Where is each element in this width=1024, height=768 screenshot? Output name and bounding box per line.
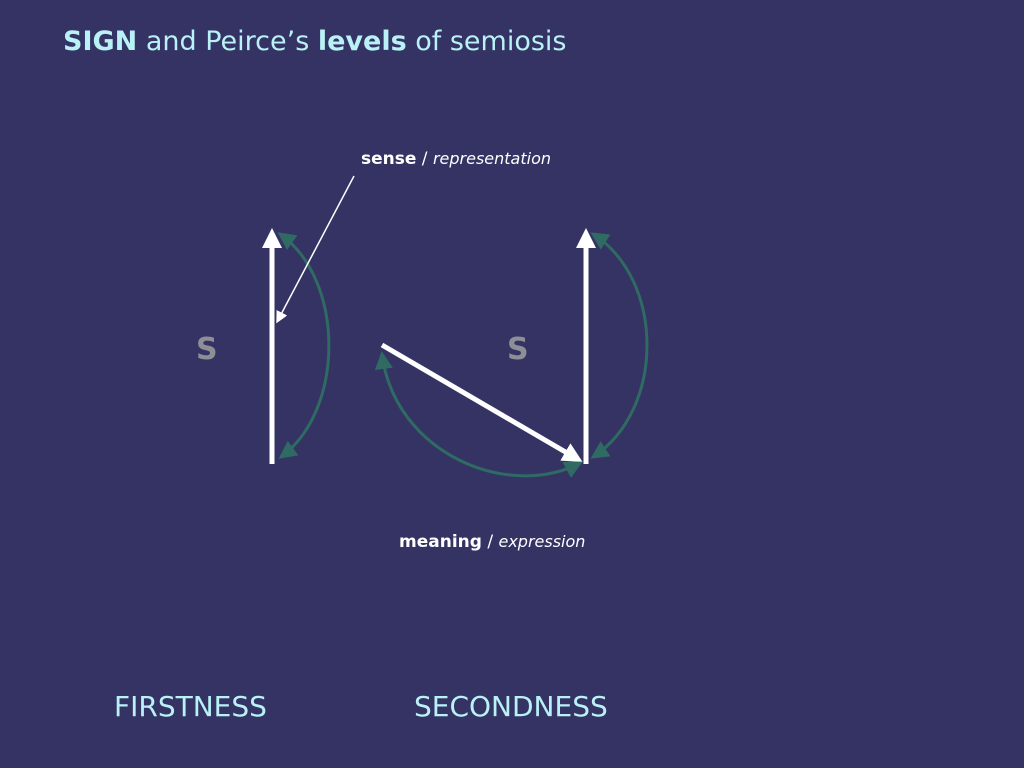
title-levels: levels [317, 26, 407, 57]
firstness-label: FIRSTNESS [114, 690, 267, 723]
secondness-bottom-curve [375, 351, 583, 478]
s-letter-left: S [196, 332, 218, 367]
secondness-diagonal-arrow [380, 342, 583, 463]
sense-label: sense / representation [361, 149, 551, 169]
title-part1: and Peirce’s [137, 26, 318, 57]
representation-text: representation [432, 149, 551, 168]
secondness-right-curve [590, 232, 649, 459]
sense-separator: / [416, 149, 433, 169]
title-sign: SIGN [63, 26, 138, 57]
secondness-label: SECONDNESS [414, 690, 608, 723]
sense-pointer [276, 175, 355, 324]
meaning-text: meaning [399, 532, 482, 552]
s-letter-right: S [507, 332, 529, 367]
title-part2: of semiosis [406, 26, 567, 57]
meaning-label: meaning / expression [399, 532, 585, 552]
firstness-curve [277, 232, 331, 459]
expression-text: expression [498, 532, 586, 551]
sense-text: sense [361, 149, 417, 169]
slide-title: SIGN and Peirce’s levels of semiosis [63, 26, 566, 57]
meaning-separator: / [481, 532, 499, 552]
